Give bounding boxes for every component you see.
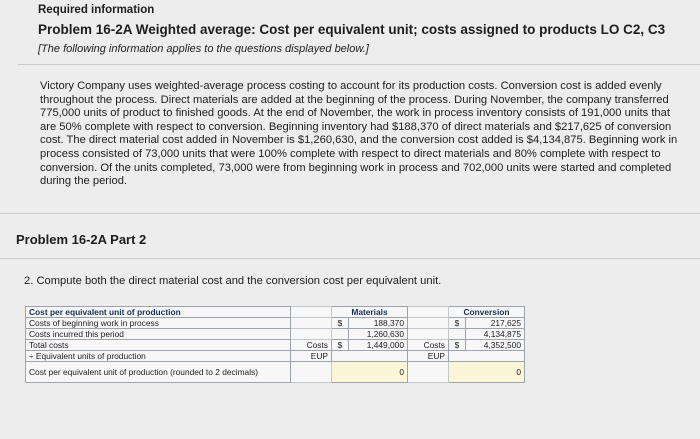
costs-unit-label: Costs xyxy=(407,339,449,351)
materials-beginning-cost[interactable]: 188,370 xyxy=(348,317,408,329)
unit-cell xyxy=(290,306,332,318)
materials-cpeu-result: 0 xyxy=(331,361,408,383)
part-title: Problem 16-2A Part 2 xyxy=(16,232,147,247)
incurred-costs-label: Costs incurred this period xyxy=(25,328,291,340)
eup-label: ÷ Equivalent units of production xyxy=(25,350,291,362)
cpeu-label: Cost per equivalent unit of production (… xyxy=(25,361,291,383)
problem-title: Problem 16-2A Weighted average: Cost per… xyxy=(38,22,666,37)
currency-symbol: $ xyxy=(448,339,466,351)
table-row: Costs of beginning work in process $ 188… xyxy=(25,317,525,329)
conversion-eup-input[interactable] xyxy=(448,350,525,362)
conversion-beginning-cost[interactable]: 217,625 xyxy=(465,317,525,329)
header: Required information Problem 16-2A Weigh… xyxy=(38,4,678,55)
eup-unit-label: EUP xyxy=(290,350,332,362)
divider xyxy=(0,258,700,259)
divider xyxy=(0,213,700,214)
divider xyxy=(18,64,700,65)
materials-incurred-cost[interactable]: 1,260,630 xyxy=(348,328,408,340)
unit-cell xyxy=(407,361,449,383)
table-row: Cost per equivalent unit of production (… xyxy=(25,361,525,383)
table-row: Costs incurred this period 1,260,630 4,1… xyxy=(25,328,525,340)
unit-cell xyxy=(407,328,449,340)
materials-header: Materials xyxy=(331,306,408,318)
conversion-header: Conversion xyxy=(448,306,525,318)
table-row: Total costs Costs $ 1,449,000 Costs $ 4,… xyxy=(25,339,525,351)
table-row: Cost per equivalent unit of production M… xyxy=(25,306,525,318)
problem-description: Victory Company uses weighted-average pr… xyxy=(40,80,678,188)
cost-per-eup-worksheet: Cost per equivalent unit of production M… xyxy=(25,306,525,383)
unit-cell xyxy=(407,317,449,329)
currency-symbol: $ xyxy=(331,317,349,329)
materials-total-cost: 1,449,000 xyxy=(348,339,408,351)
costs-unit-label: Costs xyxy=(290,339,332,351)
beginning-costs-label: Costs of beginning work in process xyxy=(25,317,291,329)
question-text: 2. Compute both the direct material cost… xyxy=(24,275,442,287)
unit-cell xyxy=(290,361,332,383)
table-row: ÷ Equivalent units of production EUP EUP xyxy=(25,350,525,362)
total-costs-label: Total costs xyxy=(25,339,291,351)
required-information-label: Required information xyxy=(38,4,155,16)
conversion-cpeu-result: 0 xyxy=(448,361,525,383)
unit-cell xyxy=(290,328,332,340)
currency-symbol: $ xyxy=(448,317,466,329)
materials-eup-input[interactable] xyxy=(331,350,408,362)
unit-cell xyxy=(290,317,332,329)
currency-symbol: $ xyxy=(331,339,349,351)
instruction-note: [The following information applies to th… xyxy=(38,43,369,55)
currency-cell xyxy=(331,328,349,340)
conversion-incurred-cost[interactable]: 4,134,875 xyxy=(465,328,525,340)
eup-unit-label: EUP xyxy=(407,350,449,362)
worksheet-header-label: Cost per equivalent unit of production xyxy=(25,306,291,318)
unit-cell xyxy=(407,306,449,318)
currency-cell xyxy=(448,328,466,340)
conversion-total-cost: 4,352,500 xyxy=(465,339,525,351)
